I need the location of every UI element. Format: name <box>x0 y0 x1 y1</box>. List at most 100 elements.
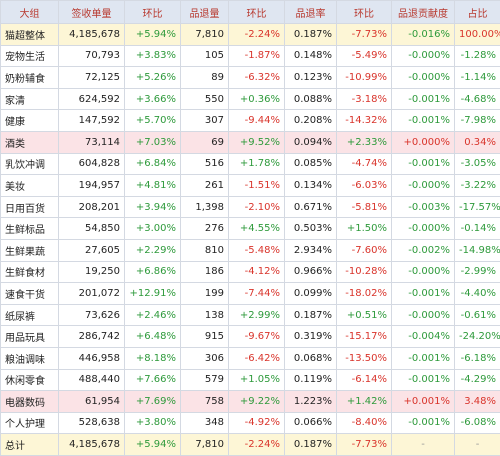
value-cell: -9.67% <box>228 325 285 348</box>
value-cell: -4.40% <box>454 282 500 305</box>
value-cell: 73,626 <box>58 303 125 327</box>
value-cell: 70,793 <box>58 44 125 68</box>
value-cell: 138 <box>180 303 229 327</box>
value-cell: +6.48% <box>124 325 181 348</box>
value-cell: -0.000% <box>391 174 455 197</box>
value-cell: 0.068% <box>284 346 337 370</box>
value-cell: -2.10% <box>228 195 285 219</box>
value-cell: +5.26% <box>124 66 181 89</box>
table-header: 大组 签收单量 环比 品退量 环比 品退率 环比 品退贡献度 占比 <box>0 0 500 24</box>
value-cell: 0.085% <box>284 152 337 176</box>
value-cell: -18.02% <box>336 282 392 305</box>
value-cell: 528,638 <box>58 411 125 435</box>
value-cell: 915 <box>180 325 229 348</box>
value-cell: +1.05% <box>228 368 285 392</box>
header-cell: 占比 <box>454 0 500 24</box>
table-row: 用品玩具 286,742 +6.48% 915 -9.67% 0.319% -15.17% -… <box>0 325 500 348</box>
value-cell: +7.66% <box>124 368 181 392</box>
value-cell: 0.088% <box>284 87 337 111</box>
value-cell: +0.51% <box>336 303 392 327</box>
header-cell: 签收单量 <box>58 0 125 24</box>
value-cell: -3.18% <box>336 87 392 111</box>
value-cell: -6.32% <box>228 66 285 89</box>
value-cell: -7.44% <box>228 282 285 305</box>
value-cell: 19,250 <box>58 260 125 284</box>
value-cell: 0.319% <box>284 325 337 348</box>
value-cell: 0.503% <box>284 217 337 240</box>
value-cell: 1,398 <box>180 195 229 219</box>
value-cell: 261 <box>180 174 229 197</box>
table-row: 生鲜果蔬 27,605 +2.29% 810 -5.48% 2.934% -7.60% -0.… <box>0 238 500 262</box>
group-cell: 生鲜果蔬 <box>0 238 59 262</box>
table-row: 个人护理 528,638 +3.80% 348 -4.92% 0.066% -8.40% -0… <box>0 411 500 435</box>
value-cell: -8.40% <box>336 411 392 435</box>
value-cell: 4,185,678 <box>58 23 125 46</box>
value-cell: -2.99% <box>454 260 500 284</box>
header-cell: 环比 <box>228 0 285 24</box>
table-row: 生鲜标品 54,850 +3.00% 276 +4.55% 0.503% +1.50% -0.… <box>0 217 500 240</box>
group-cell: 粮油调味 <box>0 346 59 370</box>
value-cell: 0.187% <box>284 23 337 46</box>
value-cell: -4.92% <box>228 411 285 435</box>
value-cell: 579 <box>180 368 229 392</box>
value-cell: -7.60% <box>336 238 392 262</box>
value-cell: -17.57% <box>454 195 500 219</box>
group-cell: 速食干货 <box>0 282 59 305</box>
value-cell: +0.001% <box>391 390 455 413</box>
value-cell: -4.68% <box>454 87 500 111</box>
value-cell: -2.24% <box>228 433 285 456</box>
value-cell: -6.14% <box>336 368 392 392</box>
value-cell: 0.099% <box>284 282 337 305</box>
table-row: 生鲜食材 19,250 +6.86% 186 -4.12% 0.966% -10.28% -0… <box>0 260 500 284</box>
value-cell: -0.004% <box>391 325 455 348</box>
value-cell: +9.52% <box>228 130 285 154</box>
value-cell: 69 <box>180 130 229 154</box>
value-cell: +2.29% <box>124 238 181 262</box>
group-cell: 个人护理 <box>0 411 59 435</box>
value-cell: -0.000% <box>391 303 455 327</box>
value-cell: -0.001% <box>391 152 455 176</box>
value-cell: +3.00% <box>124 217 181 240</box>
table-body: 猫超整体 4,185,678 +5.94% 7,810 -2.24% 0.187% -7.7… <box>0 23 500 456</box>
value-cell: -10.28% <box>336 260 392 284</box>
value-cell: -6.18% <box>454 346 500 370</box>
value-cell: -0.001% <box>391 368 455 392</box>
value-cell: +8.18% <box>124 346 181 370</box>
value-cell: +7.69% <box>124 390 181 413</box>
group-cell: 生鲜食材 <box>0 260 59 284</box>
value-cell: 488,440 <box>58 368 125 392</box>
table-row: 纸尿裤 73,626 +2.46% 138 +2.99% 0.187% +0.51% -0.0… <box>0 303 500 327</box>
value-cell: -3.05% <box>454 152 500 176</box>
value-cell: +6.86% <box>124 260 181 284</box>
group-cell: 猫超整体 <box>0 23 59 46</box>
value-cell: 54,850 <box>58 217 125 240</box>
value-cell: +1.42% <box>336 390 392 413</box>
value-cell: 61,954 <box>58 390 125 413</box>
value-cell: 186 <box>180 260 229 284</box>
value-cell: 0.187% <box>284 433 337 456</box>
table-row: 猫超整体 4,185,678 +5.94% 7,810 -2.24% 0.187% -7.7… <box>0 23 500 46</box>
group-cell: 用品玩具 <box>0 325 59 348</box>
value-cell: 516 <box>180 152 229 176</box>
table-row: 休闲零食 488,440 +7.66% 579 +1.05% 0.119% -6.14% -0… <box>0 368 500 392</box>
value-cell: +3.83% <box>124 44 181 68</box>
value-cell: 0.066% <box>284 411 337 435</box>
value-cell: 306 <box>180 346 229 370</box>
table-row: 奶粉辅食 72,125 +5.26% 89 -6.32% 0.123% -10.99% -0.… <box>0 66 500 89</box>
value-cell: -0.61% <box>454 303 500 327</box>
value-cell: 0.208% <box>284 109 337 132</box>
value-cell: +0.36% <box>228 87 285 111</box>
header-cell: 品退贡献度 <box>391 0 455 24</box>
group-cell: 美妆 <box>0 174 59 197</box>
value-cell: +4.81% <box>124 174 181 197</box>
value-cell: 1.223% <box>284 390 337 413</box>
value-cell: +2.46% <box>124 303 181 327</box>
value-cell: -0.000% <box>391 44 455 68</box>
value-cell: -15.17% <box>336 325 392 348</box>
value-cell: +3.66% <box>124 87 181 111</box>
table-row: 速食干货 201,072 +12.91% 199 -7.44% 0.099% -18.02%… <box>0 282 500 305</box>
value-cell: 0.966% <box>284 260 337 284</box>
value-cell: +4.55% <box>228 217 285 240</box>
value-cell: +0.000% <box>391 130 455 154</box>
value-cell: 624,592 <box>58 87 125 111</box>
